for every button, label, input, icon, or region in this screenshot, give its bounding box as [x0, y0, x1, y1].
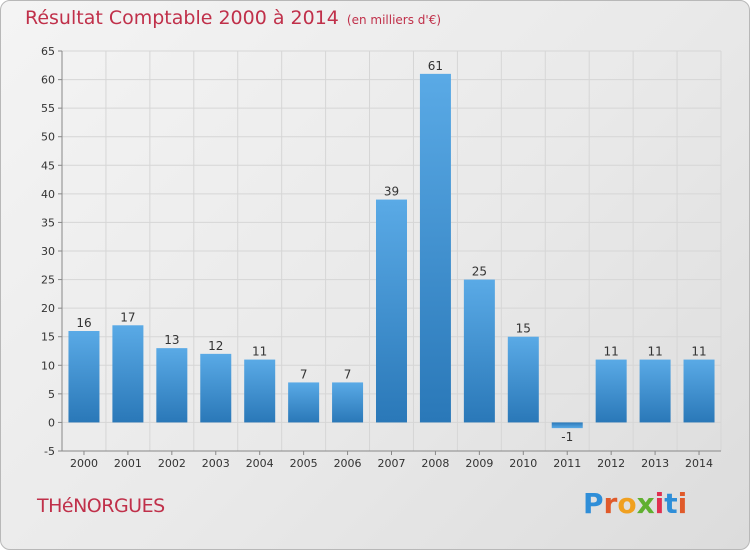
- x-tick-label: 2013: [641, 457, 669, 470]
- chart-title-text: Résultat Comptable 2000 à 2014: [25, 7, 339, 29]
- data-label: 25: [472, 265, 487, 279]
- x-tick-label: 2014: [685, 457, 713, 470]
- data-label: 13: [164, 333, 179, 347]
- data-label: 15: [516, 322, 531, 336]
- y-tick-label: 25: [41, 274, 55, 287]
- y-tick-label: 30: [41, 245, 55, 258]
- data-label: 11: [691, 345, 706, 359]
- y-tick-label: 35: [41, 216, 55, 229]
- bar-2007: [376, 199, 407, 423]
- proxiti-logo[interactable]: Proxiti: [583, 487, 688, 520]
- data-label: 11: [252, 345, 267, 359]
- bar-2004: [244, 359, 276, 423]
- bar-2013: [639, 359, 671, 423]
- bar-2006: [332, 382, 364, 423]
- x-tick-label: 2000: [70, 457, 98, 470]
- y-tick-label: 55: [41, 102, 55, 115]
- data-label: 7: [344, 367, 352, 381]
- y-tick-label: 20: [41, 302, 55, 315]
- bar-2001: [112, 325, 144, 423]
- bar-layer: 16 17 13 12 11 7 7 39 61 25 15 -1 11 11 11: [68, 59, 715, 444]
- chart-title: Résultat Comptable 2000 à 2014 (en millie…: [25, 7, 441, 29]
- y-tick-label: 0: [48, 416, 55, 429]
- bar-2008: [419, 73, 451, 423]
- x-tick-label: 2011: [553, 457, 581, 470]
- y-tick-label: 45: [41, 159, 55, 172]
- x-tick-label: 2004: [246, 457, 274, 470]
- bar-2002: [156, 348, 188, 423]
- y-tick-label: 60: [41, 74, 55, 87]
- data-label: 61: [428, 59, 443, 73]
- y-tick-label: -5: [44, 445, 55, 458]
- x-tick-label: 2001: [114, 457, 142, 470]
- bar-2012: [595, 359, 627, 423]
- data-label: 39: [384, 185, 399, 199]
- bar-2014: [683, 359, 715, 423]
- y-tick-label: 10: [41, 359, 55, 372]
- x-tick-label: 2006: [334, 457, 362, 470]
- data-label: 12: [208, 339, 223, 353]
- x-tick-label: 2010: [509, 457, 537, 470]
- y-tick-label: 15: [41, 331, 55, 344]
- data-label: 7: [300, 367, 308, 381]
- x-tick-label: 2012: [597, 457, 625, 470]
- axis-layer: -5 0 5 10 15 20 25 30 35 40 45 50 55 60 65 2000 2001 2002…: [41, 45, 721, 470]
- data-label: -1: [561, 430, 573, 444]
- y-tick-label: 50: [41, 131, 55, 144]
- data-label: 11: [647, 345, 662, 359]
- y-tick-label: 40: [41, 188, 55, 201]
- data-label: 17: [120, 310, 135, 324]
- x-tick-label: 2003: [202, 457, 230, 470]
- y-tick-label: 65: [41, 45, 55, 58]
- x-tick-label: 2008: [421, 457, 449, 470]
- bar-2005: [288, 382, 320, 423]
- bar-2003: [200, 353, 232, 423]
- chart-unit: (en milliers d'€): [346, 13, 442, 27]
- data-label: 11: [604, 345, 619, 359]
- bar-2010: [507, 336, 539, 423]
- data-label: 16: [76, 316, 91, 330]
- y-tick-label: 5: [48, 388, 55, 401]
- commune-name: THéNORGUES: [37, 495, 165, 517]
- x-tick-label: 2002: [158, 457, 186, 470]
- bar-2009: [463, 279, 495, 423]
- x-tick-label: 2007: [378, 457, 406, 470]
- x-tick-label: 2005: [290, 457, 318, 470]
- bar-2011: [551, 422, 583, 429]
- x-tick-label: 2009: [465, 457, 493, 470]
- bar-2000: [68, 331, 100, 423]
